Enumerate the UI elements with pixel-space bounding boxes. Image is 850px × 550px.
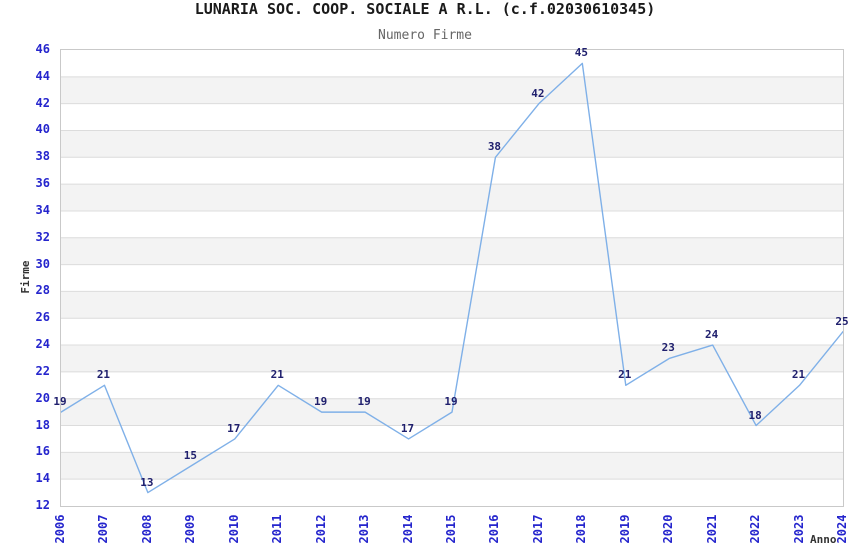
y-tick-label: 34 (35, 202, 50, 217)
y-tick-label: 32 (35, 229, 50, 244)
point-label: 19 (357, 395, 371, 409)
y-tick-label: 46 (35, 42, 50, 56)
point-label: 23 (661, 341, 675, 355)
x-tick-label: 2007 (96, 514, 111, 544)
series-line (61, 62, 843, 494)
point-label: 17 (400, 421, 415, 435)
x-tick-label: 2008 (139, 514, 154, 544)
x-tick-label: 2023 (791, 514, 806, 544)
x-tick-label: 2010 (226, 514, 241, 544)
point-label: 42 (531, 86, 545, 100)
x-tick-label: 2014 (400, 514, 415, 544)
x-tick-label: 2013 (357, 514, 372, 544)
y-tick-label: 24 (35, 337, 50, 352)
x-tick-label: 2019 (617, 514, 632, 544)
grid-band (61, 291, 843, 319)
x-tick-label: 2006 (53, 514, 67, 544)
point-label: 15 (183, 448, 197, 462)
y-tick-label: 36 (35, 176, 50, 191)
x-tick-label: 2021 (704, 514, 719, 544)
y-tick-label: 16 (35, 444, 50, 459)
point-label: 19 (444, 395, 458, 409)
y-tick-label: 26 (35, 310, 50, 325)
y-tick-label: 42 (35, 95, 50, 110)
point-label: 45 (574, 46, 588, 60)
plot-area (60, 49, 844, 507)
point-label: 21 (618, 368, 632, 382)
y-tick-label: 38 (35, 149, 50, 164)
x-tick-label: 2011 (270, 514, 285, 544)
y-tick-label: 14 (35, 471, 50, 486)
point-label: 24 (705, 328, 719, 342)
y-axis-title: Firme (19, 260, 32, 294)
chart-title: LUNARIA SOC. COOP. SOCIALE A R.L. (c.f.0… (194, 0, 656, 18)
point-label: 18 (748, 408, 762, 422)
point-label: 17 (227, 421, 241, 435)
point-label: 19 (53, 395, 67, 409)
x-axis-title: Anno (810, 533, 837, 546)
y-tick-label: 18 (35, 417, 50, 432)
grid-band (61, 452, 843, 480)
y-tick-label: 20 (35, 390, 50, 405)
point-label: 19 (314, 395, 328, 409)
x-tick-label: 2009 (183, 514, 198, 544)
plot-canvas (61, 62, 843, 494)
point-label: 21 (270, 368, 284, 382)
x-tick-label: 2024 (835, 514, 849, 544)
chart-subtitle: Numero Firme (378, 28, 472, 43)
grid-band (61, 130, 843, 158)
point-label: 13 (140, 475, 154, 489)
point-label: 38 (487, 140, 502, 154)
x-tick-label: 2020 (661, 514, 676, 544)
y-tick-label: 28 (35, 283, 50, 298)
x-tick-label: 2015 (444, 514, 458, 544)
y-tick-label: 22 (35, 363, 50, 378)
grid-band (61, 184, 843, 211)
x-tick-label: 2017 (530, 514, 545, 544)
point-label: 21 (96, 368, 111, 382)
x-tick-label: 2022 (748, 514, 763, 544)
grid-band (61, 76, 843, 104)
point-label: 25 (835, 314, 849, 328)
grid-band (61, 345, 843, 372)
x-tick-label: 2012 (313, 514, 328, 544)
x-tick-label: 2016 (487, 514, 502, 544)
y-tick-label: 44 (35, 68, 50, 83)
point-label: 21 (791, 368, 806, 382)
y-tick-label: 12 (35, 498, 50, 512)
grid-band (61, 237, 843, 265)
y-tick-label: 40 (35, 122, 50, 137)
y-tick-label: 30 (35, 256, 50, 271)
x-tick-label: 2018 (574, 514, 589, 544)
